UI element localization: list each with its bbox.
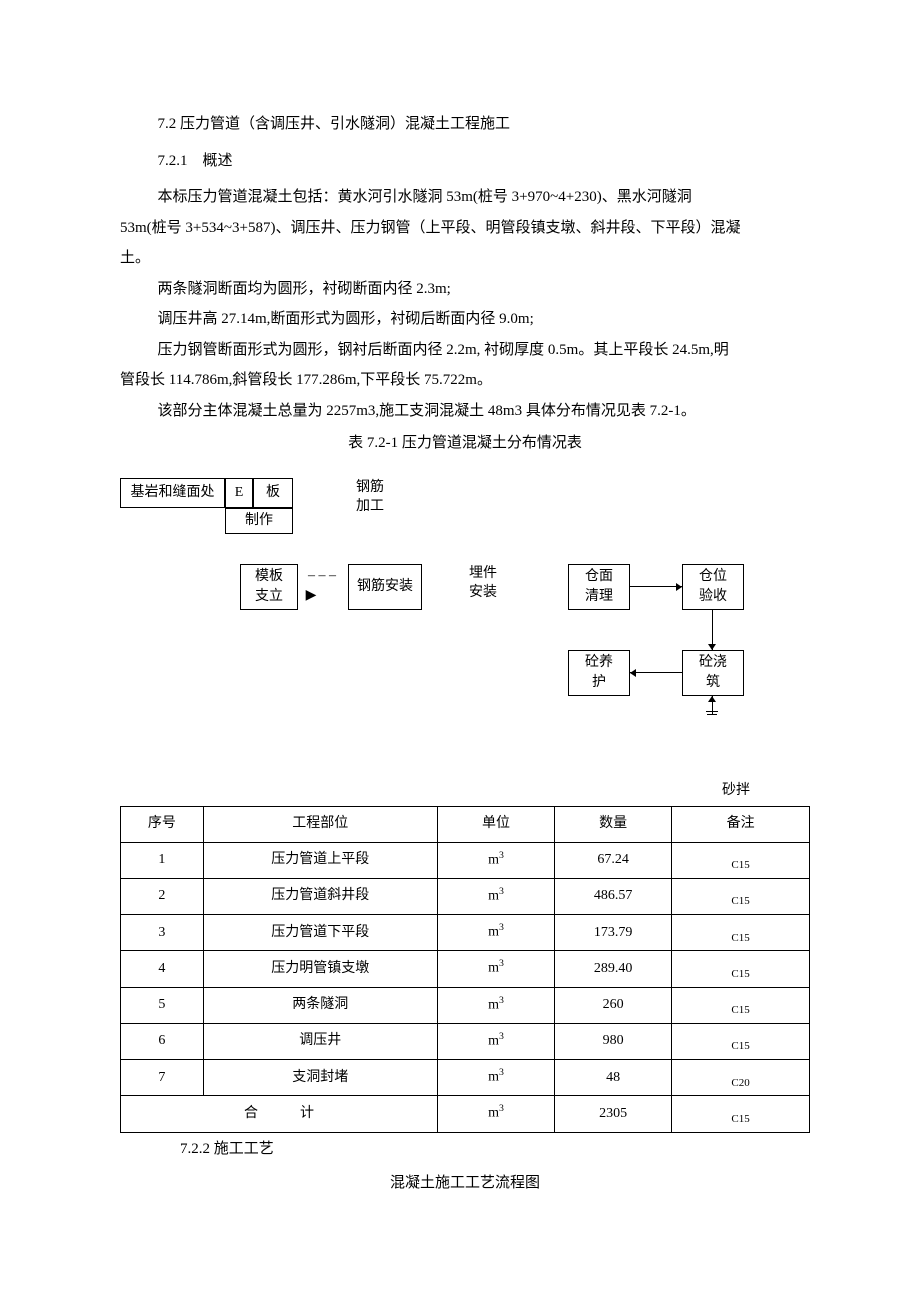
paragraph-1-line3: 土。 bbox=[120, 244, 810, 273]
table-header-cell: 数量 bbox=[555, 807, 672, 843]
flow-node-formwork: 模板支立 bbox=[240, 564, 298, 610]
table-cell: 压力管道上平段 bbox=[203, 842, 437, 878]
table-cell: 压力管道斜井段 bbox=[203, 878, 437, 914]
table-cell: m3 bbox=[437, 878, 554, 914]
table-header-cell: 备注 bbox=[672, 807, 810, 843]
table-cell: 3 bbox=[121, 915, 204, 951]
table-header-cell: 序号 bbox=[121, 807, 204, 843]
flow-node-position-accept: 仓位验收 bbox=[682, 564, 744, 610]
flow-arrowhead-icon bbox=[708, 644, 716, 650]
table-cell: 6 bbox=[121, 1023, 204, 1059]
concrete-distribution-table: 序号工程部位单位数量备注1压力管道上平段m367.24C152压力管道斜井段m3… bbox=[120, 806, 810, 1133]
table-cell: 压力明管镇支墩 bbox=[203, 951, 437, 987]
table-cell: C15 bbox=[672, 951, 810, 987]
section-heading-7-2-2: 7.2.2 施工工艺 bbox=[120, 1135, 810, 1164]
table-total-remark: C15 bbox=[672, 1096, 810, 1132]
flow-node-embed: 埋件安装 bbox=[458, 564, 508, 608]
flow-node-rebar-install: 钢筋安装 bbox=[348, 564, 422, 610]
flow-node-board-top: 板 bbox=[253, 478, 293, 508]
table-cell: 48 bbox=[555, 1060, 672, 1096]
paragraph-1-line1: 本标压力管道混凝土包括：黄水河引水隧洞 53m(桩号 3+970~4+230)、… bbox=[120, 183, 810, 212]
table-cell: 260 bbox=[555, 987, 672, 1023]
table-cell: 调压井 bbox=[203, 1023, 437, 1059]
flow-node-make: 制作 bbox=[225, 508, 293, 534]
flow-connector bbox=[630, 586, 682, 587]
flow-arrowhead-icon bbox=[676, 583, 682, 591]
table-cell: 7 bbox=[121, 1060, 204, 1096]
table-cell: C15 bbox=[672, 878, 810, 914]
table-cell: 支洞封堵 bbox=[203, 1060, 437, 1096]
table-cell: C15 bbox=[672, 915, 810, 951]
table-cell: m3 bbox=[437, 951, 554, 987]
paragraph-1-line2: 53m(桩号 3+534~3+587)、调压井、压力钢管（上平段、明管段镇支墩、… bbox=[120, 214, 810, 243]
paragraph-4-line2: 管段长 114.786m,斜管段长 177.286m,下平段长 75.722m。 bbox=[120, 366, 810, 395]
table-cell: 980 bbox=[555, 1023, 672, 1059]
section-heading-7-2-1: 7.2.1 概述 bbox=[120, 147, 810, 176]
flowchart: 基岩和缝面处E板制作 钢筋加工模板支立– – –▶ 钢筋安装埋件安装 仓面清理 仓位验收… bbox=[120, 478, 810, 758]
table-cell: 压力管道下平段 bbox=[203, 915, 437, 951]
flow-arrowhead-icon bbox=[630, 669, 636, 677]
table-cell: 486.57 bbox=[555, 878, 672, 914]
table-caption: 表 7.2-1 压力管道混凝土分布情况表 bbox=[120, 429, 810, 458]
table-cell: m3 bbox=[437, 1023, 554, 1059]
paragraph-4-line1: 压力钢管断面形式为圆形，钢衬后断面内径 2.2m, 衬砌厚度 0.5m。其上平段… bbox=[120, 336, 810, 365]
table-row: 4压力明管镇支墩m3289.40C15 bbox=[121, 951, 810, 987]
table-cell: 67.24 bbox=[555, 842, 672, 878]
flow-node-rebar-process: 钢筋加工 bbox=[340, 478, 400, 522]
table-cell: 289.40 bbox=[555, 951, 672, 987]
table-row: 6调压井m3980C15 bbox=[121, 1023, 810, 1059]
flow-dash: – – – bbox=[302, 566, 342, 586]
text-shaban: 砂拌 bbox=[120, 778, 810, 805]
table-header-row: 序号工程部位单位数量备注 bbox=[121, 807, 810, 843]
table-cell: m3 bbox=[437, 1060, 554, 1096]
table-cell: m3 bbox=[437, 842, 554, 878]
flow-connector bbox=[630, 672, 682, 673]
table-total-unit: m3 bbox=[437, 1096, 554, 1132]
table-cell: 1 bbox=[121, 842, 204, 878]
table-cell: C15 bbox=[672, 1023, 810, 1059]
table-cell: C15 bbox=[672, 842, 810, 878]
table-row: 7支洞封堵m348C20 bbox=[121, 1060, 810, 1096]
table-cell: C15 bbox=[672, 987, 810, 1023]
paragraph-2: 两条隧洞断面均为圆形，衬砌断面内径 2.3m; bbox=[120, 275, 810, 304]
table-row: 2压力管道斜井段m3486.57C15 bbox=[121, 878, 810, 914]
table-cell: 5 bbox=[121, 987, 204, 1023]
flow-node-curing: 砼养护 bbox=[568, 650, 630, 696]
paragraph-5: 该部分主体混凝土总量为 2257m3,施工支洞混凝土 48m3 具体分布情况见表… bbox=[120, 397, 810, 426]
flow-node-bedrock: 基岩和缝面处 bbox=[120, 478, 225, 508]
table-cell: m3 bbox=[437, 987, 554, 1023]
flow-connector bbox=[706, 711, 718, 712]
table-cell: 173.79 bbox=[555, 915, 672, 951]
table-cell: 两条隧洞 bbox=[203, 987, 437, 1023]
table-cell: 2 bbox=[121, 878, 204, 914]
table-row: 3压力管道下平段m3173.79C15 bbox=[121, 915, 810, 951]
flow-arrow-icon: ▶ bbox=[302, 586, 320, 600]
paragraph-3: 调压井高 27.14m,断面形式为圆形，衬砌后断面内径 9.0m; bbox=[120, 305, 810, 334]
table-total-label: 合计 bbox=[121, 1096, 438, 1132]
flow-arrowhead-icon bbox=[708, 696, 716, 702]
flow-node-pouring: 砼浇筑 bbox=[682, 650, 744, 696]
table-total-row: 合计m32305C15 bbox=[121, 1096, 810, 1132]
table-cell: C20 bbox=[672, 1060, 810, 1096]
table-cell: m3 bbox=[437, 915, 554, 951]
table-cell: 4 bbox=[121, 951, 204, 987]
flowchart-caption: 混凝土施工工艺流程图 bbox=[120, 1169, 810, 1198]
table-row: 1压力管道上平段m367.24C15 bbox=[121, 842, 810, 878]
table-header-cell: 单位 bbox=[437, 807, 554, 843]
table-total-qty: 2305 bbox=[555, 1096, 672, 1132]
flow-node-e: E bbox=[225, 478, 253, 508]
flow-connector bbox=[707, 714, 717, 715]
section-heading-7-2: 7.2 压力管道（含调压井、引水隧洞）混凝土工程施工 bbox=[120, 110, 810, 139]
flow-node-surface-clean: 仓面清理 bbox=[568, 564, 630, 610]
table-row: 5两条隧洞m3260C15 bbox=[121, 987, 810, 1023]
table-header-cell: 工程部位 bbox=[203, 807, 437, 843]
